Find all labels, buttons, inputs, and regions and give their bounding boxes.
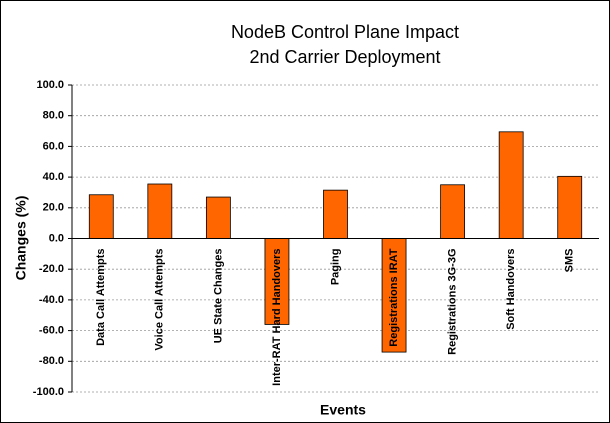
bar — [88, 194, 114, 239]
x-tick-label: Paging — [329, 249, 341, 286]
bar — [323, 189, 348, 239]
y-tick-label: -40.0 — [39, 294, 64, 306]
y-tick-label: 60.0 — [43, 140, 64, 152]
bar — [147, 183, 173, 239]
bar — [498, 131, 524, 239]
chart-title: NodeB Control Plane Impact — [231, 22, 459, 42]
y-tick-label: -80.0 — [39, 355, 64, 367]
y-tick-label: -60.0 — [39, 325, 64, 337]
y-tick-label: 100.0 — [36, 79, 64, 91]
bar — [557, 175, 583, 239]
x-tick-label: Data Call Attempts — [95, 249, 107, 346]
x-tick-label: Soft Handovers — [505, 248, 517, 329]
x-axis-label: Events — [320, 402, 366, 418]
y-tick-label: -20.0 — [39, 263, 64, 275]
y-tick-label: 40.0 — [43, 171, 64, 183]
chart-subtitle: 2nd Carrier Deployment — [249, 47, 440, 67]
y-tick-label: 20.0 — [43, 202, 64, 214]
x-tick-label: Registrations IRAT — [388, 248, 400, 346]
x-tick-label: Voice Call Attempts — [154, 248, 166, 350]
y-tick-label: 80.0 — [43, 110, 64, 122]
bar — [205, 196, 231, 239]
y-axis-label: Changes (%) — [13, 196, 29, 281]
x-tick-label: Registrations 3G-3G — [447, 248, 459, 354]
x-tick-label: UE State Changes — [212, 249, 224, 344]
bar — [440, 184, 466, 239]
y-tick-label: 0.0 — [49, 232, 64, 244]
x-tick-label: SMS — [564, 249, 576, 273]
y-tick-label: -100.0 — [33, 386, 64, 398]
x-tick-label: Inter-RAT Hard Handovers — [271, 249, 283, 386]
